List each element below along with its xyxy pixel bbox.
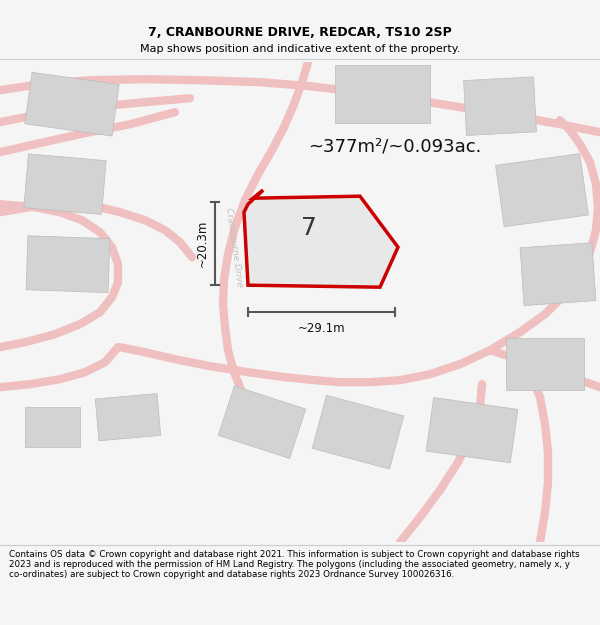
Polygon shape xyxy=(24,154,106,214)
Polygon shape xyxy=(464,77,536,136)
Text: Map shows position and indicative extent of the property.: Map shows position and indicative extent… xyxy=(140,44,460,54)
Polygon shape xyxy=(506,338,584,390)
Text: ~29.1m: ~29.1m xyxy=(298,322,346,335)
Polygon shape xyxy=(312,395,404,469)
Text: 7, CRANBOURNE DRIVE, REDCAR, TS10 2SP: 7, CRANBOURNE DRIVE, REDCAR, TS10 2SP xyxy=(148,26,452,39)
Text: 7: 7 xyxy=(301,216,317,239)
Text: ~377m²/~0.093ac.: ~377m²/~0.093ac. xyxy=(308,137,481,155)
Polygon shape xyxy=(520,242,596,306)
Text: Cranbourne Drive: Cranbourne Drive xyxy=(224,207,244,288)
Polygon shape xyxy=(244,190,398,288)
Polygon shape xyxy=(335,65,430,123)
Polygon shape xyxy=(218,386,305,459)
Text: Contains OS data © Crown copyright and database right 2021. This information is : Contains OS data © Crown copyright and d… xyxy=(9,549,580,579)
Polygon shape xyxy=(26,236,110,292)
Polygon shape xyxy=(426,398,518,463)
Polygon shape xyxy=(496,154,589,227)
Polygon shape xyxy=(25,408,79,447)
Text: ~20.3m: ~20.3m xyxy=(196,220,209,268)
Polygon shape xyxy=(25,72,119,136)
Polygon shape xyxy=(95,394,161,441)
